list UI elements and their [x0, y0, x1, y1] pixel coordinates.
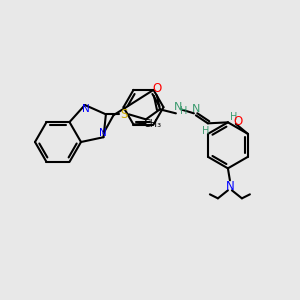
Text: N: N: [192, 104, 200, 114]
Text: N: N: [82, 104, 90, 114]
Text: H: H: [180, 106, 188, 116]
Text: O: O: [152, 82, 161, 95]
Text: N: N: [99, 128, 106, 138]
Text: H: H: [202, 126, 210, 136]
Text: CH₃: CH₃: [143, 118, 162, 128]
Text: N: N: [174, 102, 182, 112]
Text: H: H: [230, 112, 238, 122]
Text: S: S: [120, 108, 128, 121]
Text: N: N: [226, 180, 234, 193]
Text: O: O: [233, 115, 242, 128]
